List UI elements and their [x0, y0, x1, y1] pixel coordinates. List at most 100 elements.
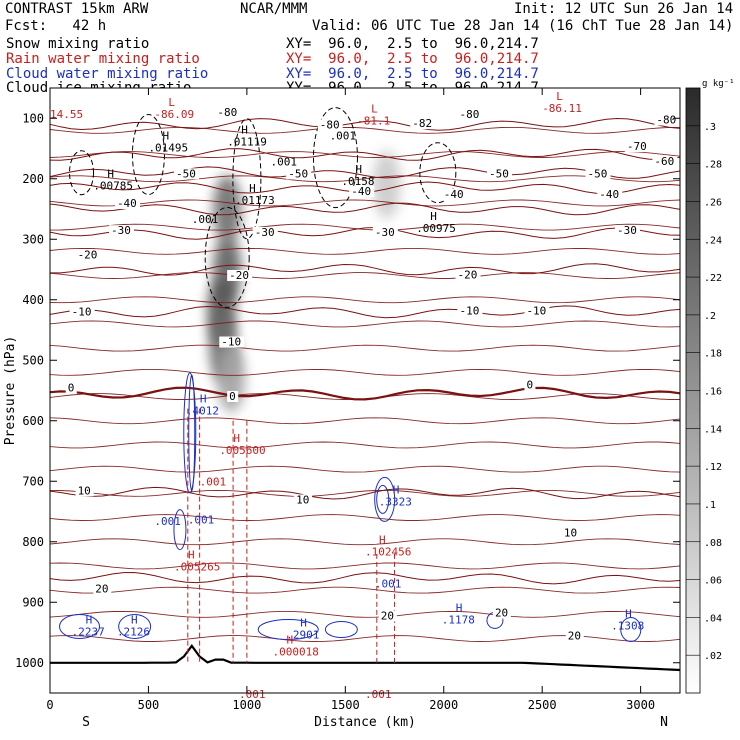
- isotherm-minor: [49, 393, 680, 400]
- terrain-line: [50, 643, 681, 672]
- cloud-ice-contour: [312, 107, 358, 209]
- plot-frame: [49, 87, 681, 694]
- isotherm--10: [49, 305, 681, 319]
- isotherm-minor: [49, 514, 681, 521]
- isotherm-minor: [49, 272, 681, 279]
- x-tick-label: 1500: [331, 698, 360, 712]
- extremum-value: .3323: [379, 495, 412, 508]
- extremum-value: .001: [192, 213, 219, 226]
- isotherm-minor: [49, 247, 681, 255]
- colorbar-tick-label: .02: [704, 651, 722, 662]
- extremum-value: .001: [375, 578, 402, 591]
- extremum-marker-h: H: [393, 483, 400, 496]
- cloud-water-contour: [376, 484, 390, 514]
- isotherm-label: 20: [381, 610, 394, 623]
- isotherm-label-bg: [597, 188, 623, 200]
- field-xy-cloud-water: XY= 96.0, 2.5 to 96.0,214.7: [286, 66, 539, 82]
- isotherm-label: -30: [375, 226, 395, 239]
- extremum-value: .01173: [235, 194, 275, 207]
- cloud-water-contour: [374, 476, 396, 522]
- isotherm-label: -40: [599, 188, 619, 201]
- isotherm-label: -70: [627, 140, 647, 153]
- extremum-value: .001: [271, 155, 298, 168]
- x-tick-label: 2500: [528, 698, 557, 712]
- isotherm-label: -30: [617, 224, 637, 237]
- extremum-marker-h: H: [188, 549, 195, 562]
- field-xy-rain: XY= 96.0, 2.5 to 96.0,214.7: [286, 51, 539, 67]
- isotherm-label: -40: [351, 185, 371, 198]
- isotherm-minor: [49, 296, 681, 304]
- y-tick-label: 1000: [15, 656, 44, 670]
- isotherm-label: -20: [78, 248, 98, 261]
- field-name-rain: Rain water mixing ratio: [6, 51, 200, 67]
- extremum-marker-h: H: [200, 393, 207, 406]
- isotherm-minor: [49, 175, 681, 183]
- extremum-value: .0158: [341, 175, 374, 188]
- isotherm-label-bg: [69, 306, 95, 318]
- colorbar-tick-label: .14: [704, 424, 722, 435]
- isotherm-label-bg: [524, 379, 536, 391]
- isotherm-label-bg: [441, 188, 467, 200]
- extremum-value: .005600: [219, 444, 265, 457]
- isotherm-label-bg: [227, 390, 239, 402]
- cloud-ice-contour: [204, 206, 250, 308]
- y-tick-label: 100: [22, 111, 44, 125]
- extremum-value: .1308: [611, 619, 644, 632]
- isotherm-minor: [49, 417, 681, 425]
- extremum-value: .001: [154, 515, 181, 528]
- extremum-value: .2126: [117, 625, 150, 638]
- extremum-marker-h: H: [300, 617, 307, 630]
- extremum-marker-h: H: [162, 129, 169, 142]
- y-tick-label: 500: [22, 353, 44, 367]
- isotherm-label: 10: [78, 484, 91, 497]
- isotherm-label: -30: [111, 224, 131, 237]
- isotherm-label-bg: [65, 382, 77, 394]
- isotherm-label-bg: [286, 168, 312, 180]
- snow-shading-blob: [213, 175, 242, 243]
- extremum-marker-l: L: [556, 90, 563, 103]
- colorbar-tick-label: .2: [704, 311, 716, 322]
- x-tick-label: 3000: [626, 698, 655, 712]
- isotherm-label-bg: [114, 197, 140, 209]
- extremum-marker-h: H: [241, 123, 248, 136]
- cloud-water-contour: [59, 613, 101, 639]
- colorbar-tick-label: .12: [704, 462, 722, 473]
- isotherm-label-bg: [75, 249, 101, 261]
- isotherm-label-bg: [372, 227, 398, 239]
- extremum-marker-h: H: [355, 163, 362, 176]
- x-tick-label: 1000: [232, 698, 261, 712]
- isotherm-label: 10: [564, 527, 577, 540]
- isotherm-label: -50: [288, 167, 308, 180]
- isotherm-label-bg: [174, 168, 199, 180]
- cloud-ice-contour: [69, 150, 94, 196]
- x-tick-label: 2000: [429, 698, 458, 712]
- isotherm-label: 20: [495, 607, 508, 620]
- extremum-value: .1178: [442, 613, 475, 626]
- cloud-water-contour: [324, 620, 358, 638]
- isotherm--40: [49, 202, 681, 216]
- valid-time: Valid: 06 UTC Tue 28 Jan 14 (16 ChT Tue …: [312, 18, 734, 34]
- colorbar-tick-label: .04: [704, 613, 722, 624]
- isotherm-minor: [49, 441, 681, 449]
- isotherm-label-bg: [93, 583, 112, 595]
- extremum-marker-h: H: [379, 534, 386, 547]
- isotherm-minor: [49, 151, 681, 158]
- init-time: Init: 12 UTC Sun 26 Jan 14: [514, 1, 734, 17]
- field-xy-snow: XY= 96.0, 2.5 to 96.0,214.7: [286, 36, 539, 52]
- isotherm-minor: [49, 368, 681, 376]
- isotherm-label-bg: [317, 119, 343, 131]
- field-name-snow: Snow mixing ratio: [6, 36, 150, 52]
- isotherm-minor: [49, 489, 681, 497]
- colorbar-tick-label: .16: [704, 387, 722, 398]
- extremum-marker-h: H: [233, 432, 240, 445]
- isotherm--60: [49, 166, 681, 179]
- isotherm-label-bg: [624, 141, 650, 153]
- extremum-marker-h: H: [625, 607, 632, 620]
- y-tick-label: 200: [22, 172, 44, 186]
- isotherm-minor: [49, 562, 681, 570]
- isotherm-minor: [49, 586, 681, 594]
- extremum-value: .2237: [72, 625, 105, 638]
- model-title: CONTRAST 15km ARW: [5, 1, 149, 17]
- isotherm-label-bg: [585, 168, 611, 180]
